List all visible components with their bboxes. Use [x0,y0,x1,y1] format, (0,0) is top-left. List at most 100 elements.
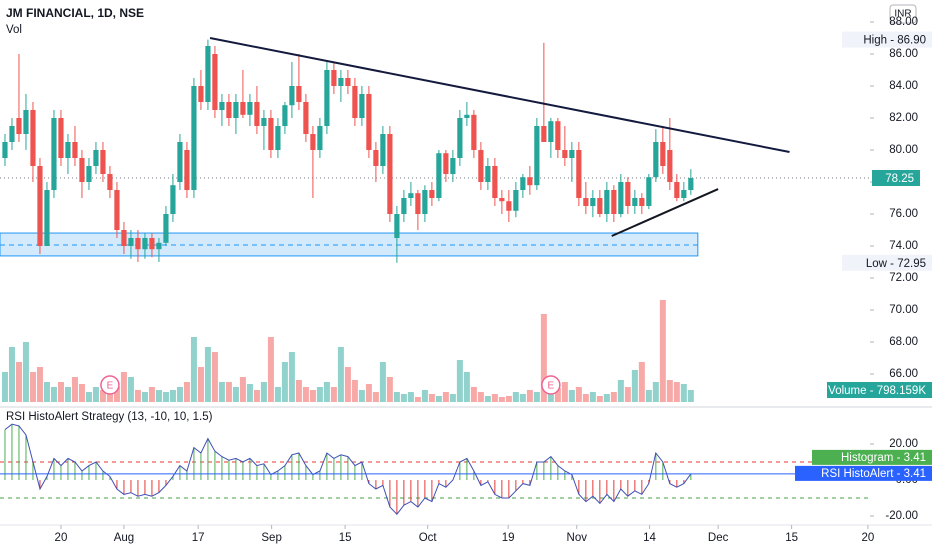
candle-body [688,178,694,190]
volume-bar [64,387,71,402]
volume-bar [568,390,575,402]
candle-body [597,198,603,214]
volume-bar [659,300,666,402]
x-tick-label: 17 [192,532,205,544]
candle-body [149,238,155,250]
candle-body [534,126,540,186]
candle-body [128,238,134,246]
volume-bar [624,387,631,402]
volume-bar [211,352,218,402]
volume-bar [610,392,617,402]
volume-bar [652,382,659,402]
volume-bar [365,384,372,402]
volume-bar [603,394,610,402]
x-tick-label: Nov [567,532,588,544]
volume-bar [232,387,239,402]
volume-bar [267,337,274,402]
volume-bar [582,394,589,402]
candle-body [23,110,29,134]
candle-body [219,102,225,110]
volume-bar [561,382,568,402]
y-tick-label: 84.00 [889,80,918,92]
candle-body [443,153,449,174]
y-tick-label: 74.00 [889,240,918,252]
candle-body [240,102,246,115]
earnings-marker[interactable] [541,375,561,395]
indicator-title: RSI HistoAlert Strategy (13, -10, 10, 1.… [6,411,213,423]
x-tick-label: 19 [502,532,515,544]
candle-body [604,190,610,214]
volume-bar [43,382,50,402]
volume-bar [498,397,505,402]
earnings-marker[interactable] [100,375,120,395]
indicator-badge-label: Histogram - 3.41 [841,452,926,464]
volume-bar [575,387,582,402]
candle-body [121,230,127,246]
volume-bar [484,396,491,402]
y-tick-label: 80.00 [889,144,918,156]
candle-body [114,190,120,230]
x-tick-label: 14 [643,532,656,544]
candle-body [562,150,568,158]
candle-body [471,114,477,150]
volume-bar [127,377,134,402]
candle-body [464,114,470,118]
candle-body [611,190,617,214]
candle-body [198,86,204,102]
earnings-label: E [548,381,555,392]
indicator-badge [795,465,932,481]
volume-bar [596,396,603,402]
candle-body [513,190,519,211]
candle-body [618,182,624,214]
volume-bar [519,394,526,402]
chart-title: JM FINANCIAL, 1D, NSE [6,6,144,20]
volume-bar [162,392,169,402]
volume-bar [302,387,309,402]
candle-body [366,94,372,150]
currency-box[interactable] [889,4,917,24]
candle-body [86,166,92,182]
volume-bar [554,388,561,402]
volume-bar [99,390,106,402]
candle-body [289,86,295,106]
candle-body [275,126,281,150]
volume-bar [638,362,645,402]
volume-bar [183,382,190,402]
candle-body [380,134,386,166]
volume-bar [526,390,533,402]
axis-badge-label: 78.25 [885,173,914,185]
support-zone [0,232,699,257]
volume-bar [442,392,449,402]
volume-bar [421,390,428,402]
volume-bar [372,392,379,402]
volume-bar [1,372,8,402]
volume-bar [414,397,421,402]
y-tick-label: 66.00 [889,368,918,380]
candle-body [527,177,533,186]
candle-body [247,102,253,115]
volume-bar [134,390,141,402]
volume-bar [295,380,302,402]
candle-body [583,198,589,206]
volume-bar [491,394,498,402]
candle-body [541,126,547,142]
candle-body [30,110,36,166]
candle-body [681,190,687,198]
candle-body [310,134,316,150]
volume-bar [456,360,463,402]
volume-bar [463,372,470,402]
candle-body [191,86,197,190]
indicator-tick-label: 20.00 [889,438,918,450]
volume-bar [673,382,680,402]
candle-body [107,174,113,190]
candle-body [177,142,183,182]
volume-bar [92,387,99,402]
candle-body [625,182,631,206]
volume-bar [386,377,393,402]
candle-body [422,190,428,214]
volume-bar [323,382,330,402]
indicator-tick-label: -20.00 [885,510,918,522]
candle-body [429,190,435,198]
candle-body [268,118,274,150]
